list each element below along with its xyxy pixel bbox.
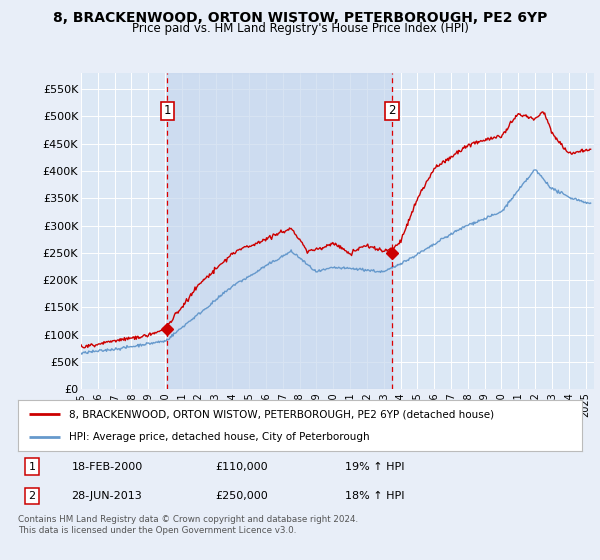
Text: 28-JUN-2013: 28-JUN-2013 (71, 491, 142, 501)
Text: 8, BRACKENWOOD, ORTON WISTOW, PETERBOROUGH, PE2 6YP (detached house): 8, BRACKENWOOD, ORTON WISTOW, PETERBOROU… (69, 409, 494, 419)
Text: 2: 2 (29, 491, 35, 501)
Text: £110,000: £110,000 (215, 461, 268, 472)
Text: 18% ↑ HPI: 18% ↑ HPI (345, 491, 404, 501)
Text: Contains HM Land Registry data © Crown copyright and database right 2024.
This d: Contains HM Land Registry data © Crown c… (18, 515, 358, 535)
Text: 2: 2 (388, 105, 396, 118)
Text: 18-FEB-2000: 18-FEB-2000 (71, 461, 143, 472)
Text: 1: 1 (29, 461, 35, 472)
Text: 1: 1 (164, 105, 171, 118)
Text: 19% ↑ HPI: 19% ↑ HPI (345, 461, 404, 472)
Text: HPI: Average price, detached house, City of Peterborough: HPI: Average price, detached house, City… (69, 432, 370, 442)
Text: £250,000: £250,000 (215, 491, 268, 501)
Bar (167, 73, 392, 389)
Text: 8, BRACKENWOOD, ORTON WISTOW, PETERBOROUGH, PE2 6YP: 8, BRACKENWOOD, ORTON WISTOW, PETERBOROU… (53, 11, 547, 25)
Text: Price paid vs. HM Land Registry's House Price Index (HPI): Price paid vs. HM Land Registry's House … (131, 22, 469, 35)
